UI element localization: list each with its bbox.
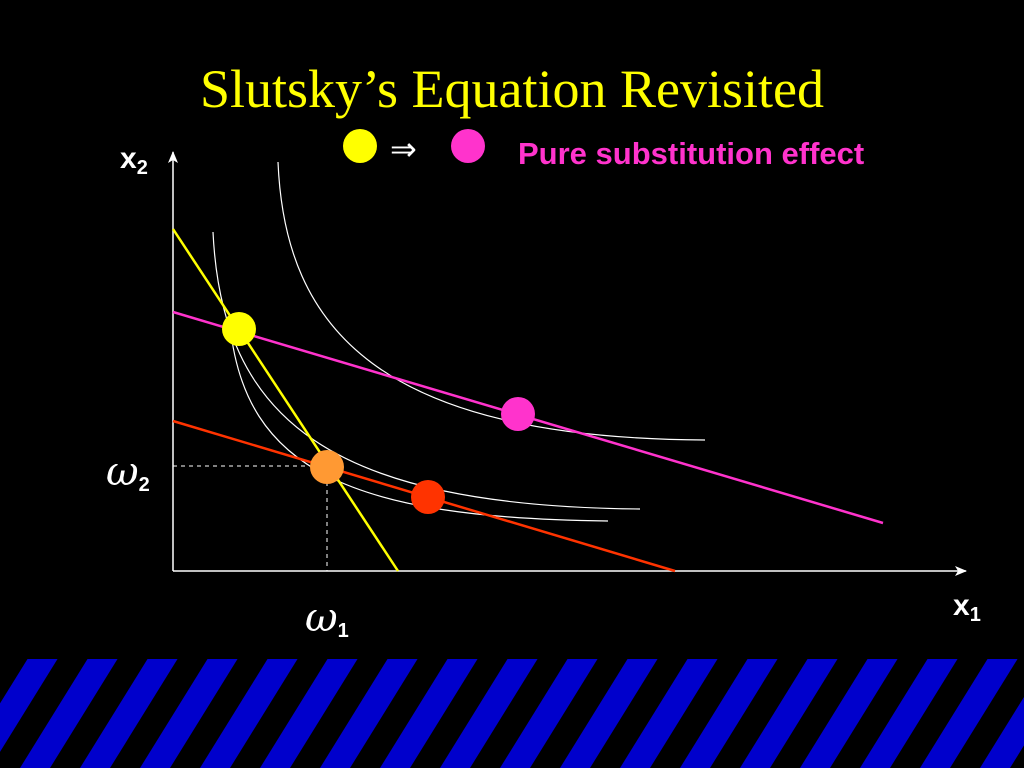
footer-stripe <box>470 655 570 768</box>
footer-stripe <box>530 655 630 768</box>
footer-stripe <box>410 655 510 768</box>
endowment-point <box>310 450 344 484</box>
omega-2-subscript: 2 <box>138 474 150 496</box>
final-choice-point <box>411 480 445 514</box>
omega-2-label: ω2 <box>106 452 150 495</box>
footer-stripe <box>950 655 1024 768</box>
legend-original-dot <box>343 129 377 163</box>
footer-stripes <box>0 655 1024 768</box>
footer-stripe <box>0 655 90 768</box>
footer-stripe <box>350 655 450 768</box>
footer-stripe <box>1010 745 1024 768</box>
footer-stripe <box>710 655 810 768</box>
legend-substitution-dot <box>451 129 485 163</box>
footer-stripe <box>290 655 390 768</box>
original-budget-line <box>171 228 400 572</box>
indifference-curve-high <box>277 161 706 441</box>
footer-stripe <box>650 655 750 768</box>
omega-1-subscript: 1 <box>337 620 349 642</box>
indifference-curve-middle <box>212 231 641 510</box>
footer-stripe <box>0 655 30 704</box>
omega-2-symbol: ω <box>106 449 139 495</box>
omega-1-label: ω1 <box>305 598 349 641</box>
y-axis-label-subscript: 2 <box>136 157 148 179</box>
implies-symbol: ⇒ <box>390 130 417 168</box>
footer-stripe <box>110 655 210 768</box>
original-choice-point <box>222 312 256 346</box>
omega-1-symbol: ω <box>305 595 338 641</box>
pure-substitution-effect-label: Pure substitution effect <box>518 136 865 171</box>
footer-stripe <box>890 655 990 768</box>
footer-stripe <box>590 655 690 768</box>
y-axis-label: x2 <box>120 142 148 179</box>
x-axis-label: x1 <box>953 589 981 626</box>
footer-stripe <box>230 655 330 768</box>
substitution-choice-point <box>501 397 535 431</box>
footer-stripe <box>50 655 150 768</box>
footer-top-edge <box>0 655 1024 659</box>
x-axis-label-subscript: 1 <box>969 604 981 626</box>
footer-stripe <box>830 655 930 768</box>
footer-stripe <box>770 655 870 768</box>
x-axis-label-text: x <box>953 589 970 622</box>
y-axis-label-text: x <box>120 142 137 175</box>
slide-title: Slutsky’s Equation Revisited <box>199 59 824 119</box>
footer-stripe <box>170 655 270 768</box>
